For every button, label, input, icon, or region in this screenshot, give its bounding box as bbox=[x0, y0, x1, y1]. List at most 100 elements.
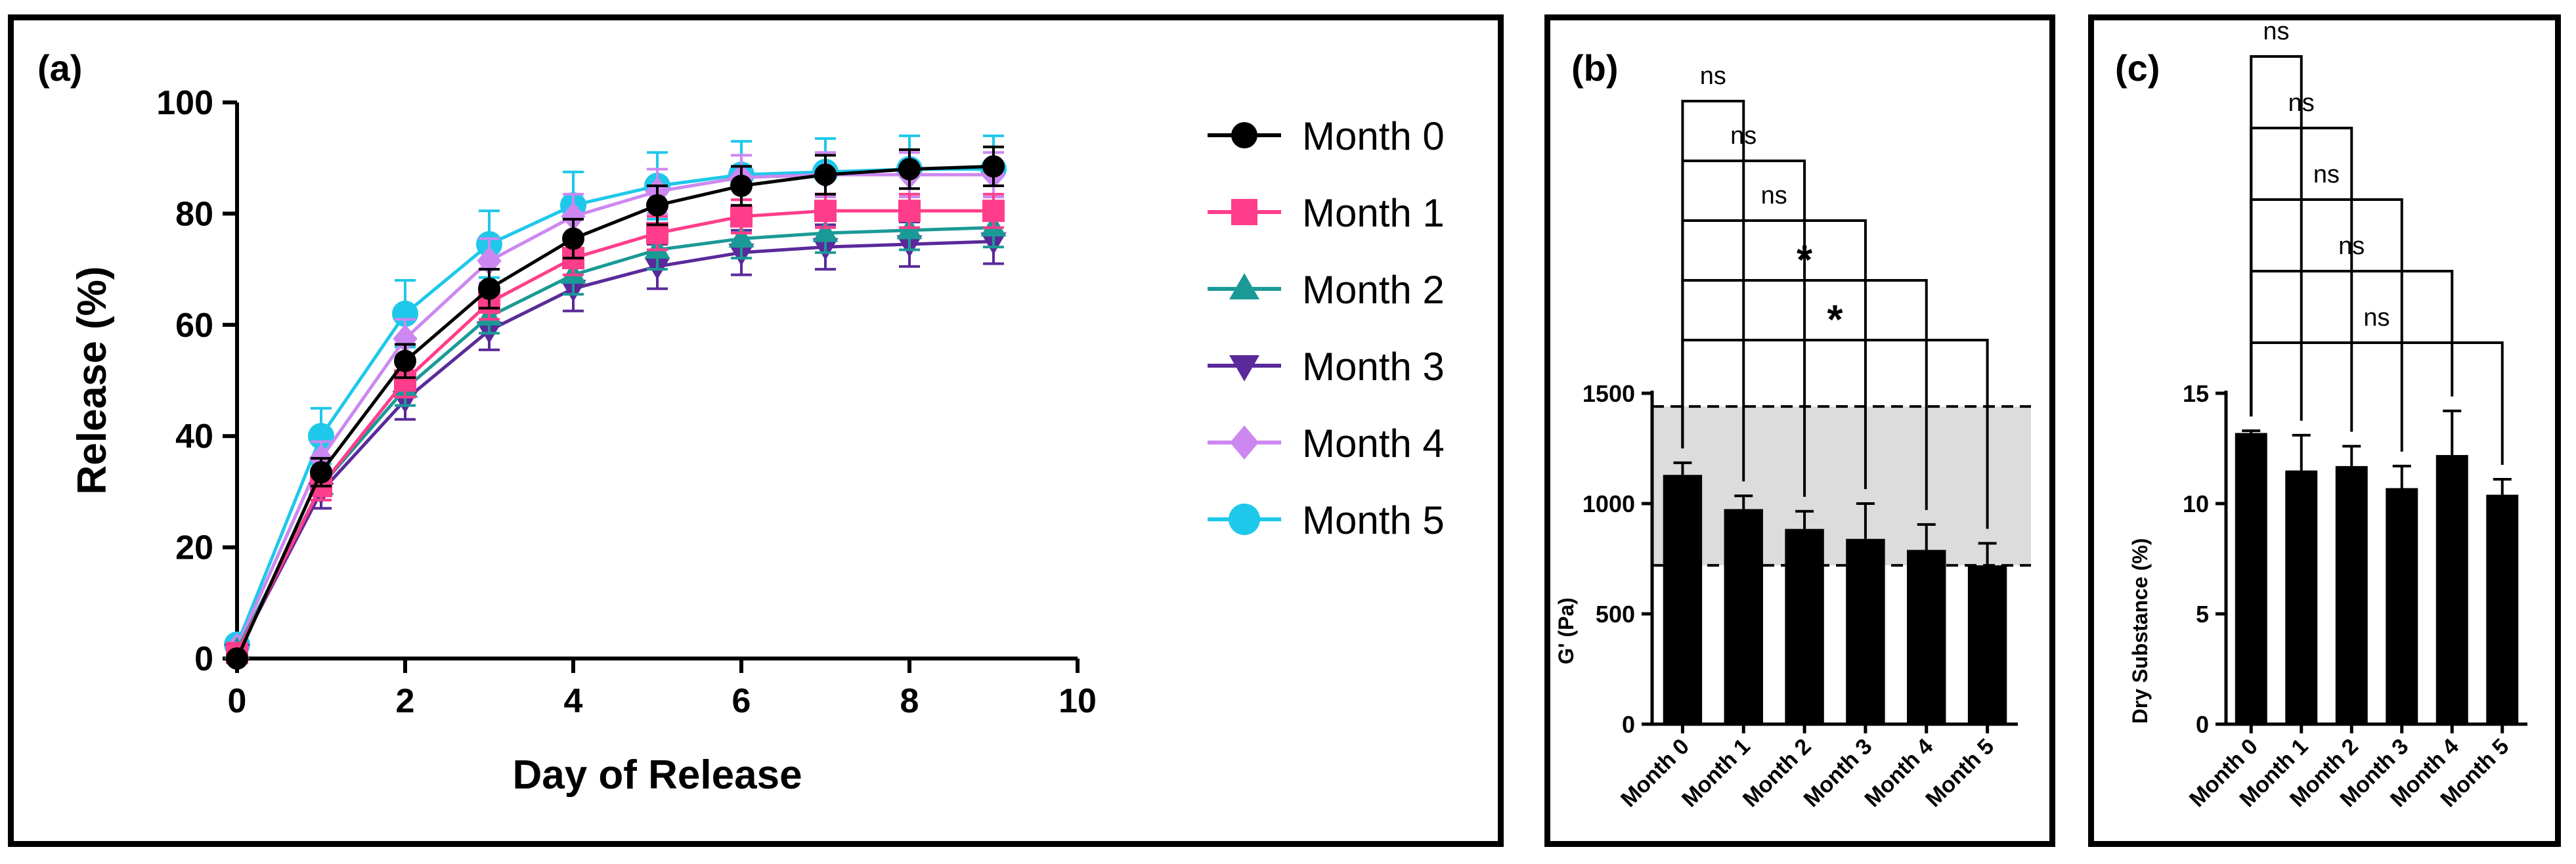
data-point bbox=[898, 158, 921, 181]
legend-swatch-marker bbox=[1229, 355, 1259, 381]
y-tick-label: 10 bbox=[2183, 490, 2209, 517]
bar bbox=[2335, 465, 2368, 724]
bar bbox=[1785, 529, 1824, 724]
data-point bbox=[478, 277, 500, 300]
legend-item: Month 1 bbox=[1208, 191, 1445, 235]
panel-label: (b) bbox=[1571, 47, 1619, 89]
x-tick-label: 0 bbox=[228, 682, 247, 720]
bar bbox=[2285, 470, 2318, 724]
comparison-label: * bbox=[1827, 297, 1843, 343]
y-axis-title: Dry Substance (%) bbox=[2128, 538, 2152, 724]
y-tick-label: 1000 bbox=[1583, 490, 1635, 517]
data-point bbox=[394, 349, 416, 372]
x-tick-label: 10 bbox=[1059, 682, 1097, 720]
data-point bbox=[814, 200, 837, 223]
data-point bbox=[982, 155, 1005, 178]
legend-item: Month 3 bbox=[1208, 345, 1445, 389]
legend-swatch-marker bbox=[1229, 504, 1260, 535]
comparison-label: ns bbox=[1700, 62, 1726, 90]
panel-release-curves: (a) 0 2 4 6 8 10 0 20 40 60 80 100 Day of Release Rele… bbox=[8, 14, 1504, 847]
bars bbox=[2235, 409, 2519, 724]
bar bbox=[1907, 550, 1946, 724]
y-tick-label: 500 bbox=[1596, 601, 1635, 628]
panel-dry-substance: (c) 0 5 10 15 Dry Substance (%) Month 0 Month 1… bbox=[2088, 14, 2561, 847]
y-tick-label: 0 bbox=[2196, 711, 2209, 738]
y-tick-label: 0 bbox=[1622, 711, 1635, 738]
bar bbox=[2386, 488, 2418, 724]
legend-label: Month 1 bbox=[1302, 191, 1445, 235]
legend-swatch-marker bbox=[1229, 273, 1259, 299]
series-line bbox=[235, 226, 994, 651]
y-tick-label: 1500 bbox=[1583, 380, 1635, 407]
comparison-label: * bbox=[1797, 238, 1813, 283]
y-tick-label: 100 bbox=[156, 84, 213, 122]
significance-brackets: ns ns ns * * bbox=[1681, 62, 1989, 529]
legend-item: Month 2 bbox=[1208, 268, 1445, 312]
comparison-label: ns bbox=[1730, 122, 1757, 150]
comparison-label: ns bbox=[1761, 182, 1787, 209]
data-point bbox=[394, 369, 416, 392]
panel-label: (a) bbox=[37, 47, 82, 89]
legend-swatch-marker bbox=[1231, 199, 1257, 225]
series-month-0 bbox=[226, 145, 1005, 670]
y-tick-label: 80 bbox=[175, 195, 213, 233]
data-point bbox=[982, 200, 1005, 223]
legend-swatch-marker bbox=[1231, 122, 1257, 148]
legend-label: Month 0 bbox=[1302, 114, 1445, 158]
legend-label: Month 2 bbox=[1302, 268, 1445, 312]
bar bbox=[2486, 494, 2519, 724]
legend-label: Month 4 bbox=[1302, 421, 1445, 465]
x-tick-label: 2 bbox=[396, 682, 415, 720]
data-point bbox=[812, 219, 839, 242]
bar bbox=[2435, 455, 2468, 724]
comparison-bracket bbox=[1681, 339, 1989, 529]
comparison-label: ns bbox=[2313, 161, 2340, 188]
data-point bbox=[310, 461, 332, 484]
legend: Month 0 Month 1 Month 2 Month 3 Month 4 Month… bbox=[1208, 114, 1445, 542]
comparison-bracket bbox=[2250, 341, 2504, 465]
panel-label: (c) bbox=[2115, 47, 2160, 89]
x-tick-label: 8 bbox=[900, 682, 919, 720]
series-line bbox=[235, 209, 993, 654]
data-point bbox=[898, 200, 921, 223]
data-point bbox=[814, 163, 837, 186]
series-line bbox=[235, 240, 994, 654]
data-point bbox=[646, 222, 668, 245]
data-point bbox=[561, 202, 586, 231]
bar bbox=[1846, 538, 1885, 724]
series-line bbox=[235, 167, 993, 645]
legend-label: Month 5 bbox=[1302, 498, 1445, 542]
data-point bbox=[562, 227, 584, 250]
legend-item: Month 0 bbox=[1208, 114, 1445, 158]
y-tick-label: 0 bbox=[194, 640, 213, 678]
data-point bbox=[728, 225, 754, 248]
bar bbox=[1724, 509, 1763, 724]
y-tick-label: 5 bbox=[2196, 601, 2209, 628]
legend-label: Month 3 bbox=[1302, 345, 1445, 389]
data-point bbox=[393, 324, 418, 354]
bar bbox=[1663, 475, 1703, 724]
significance-brackets: ns ns ns ns ns bbox=[2250, 20, 2504, 465]
data-point bbox=[730, 205, 753, 228]
y-axis-title: Release (%) bbox=[70, 266, 115, 494]
bar bbox=[1967, 565, 2007, 724]
data-point bbox=[226, 647, 248, 670]
x-tick-label: 6 bbox=[732, 682, 751, 720]
series-line bbox=[235, 164, 994, 660]
reference-band bbox=[1652, 405, 2031, 567]
bars bbox=[1663, 461, 2007, 724]
y-tick-label: 60 bbox=[175, 307, 213, 345]
legend-item: Month 5 bbox=[1208, 498, 1445, 542]
comparison-label: ns bbox=[2363, 304, 2390, 332]
series-line bbox=[235, 173, 993, 649]
y-tick-label: 15 bbox=[2183, 380, 2209, 407]
y-tick-label: 20 bbox=[175, 529, 213, 567]
series-month-5 bbox=[224, 134, 1007, 658]
comparison-label: ns bbox=[2338, 232, 2365, 260]
x-tick-label: Month 5 bbox=[1921, 734, 1999, 812]
data-point bbox=[730, 175, 753, 198]
